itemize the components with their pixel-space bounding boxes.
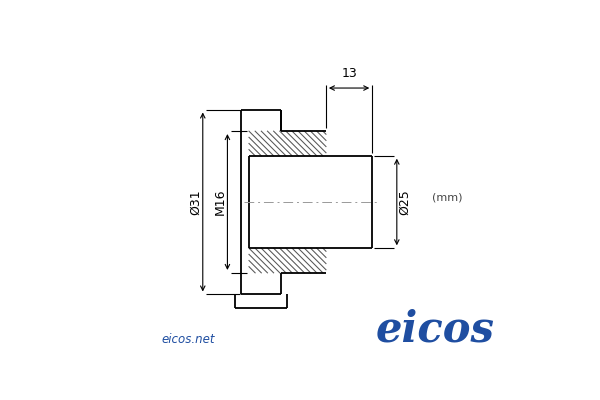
Text: eicos: eicos (375, 309, 494, 351)
Text: M16: M16 (214, 189, 227, 215)
Text: Ø25: Ø25 (398, 189, 411, 215)
Text: Ø31: Ø31 (188, 189, 202, 215)
Text: eicos.net: eicos.net (161, 332, 215, 346)
Text: 13: 13 (341, 67, 357, 80)
Text: (mm): (mm) (432, 192, 463, 202)
